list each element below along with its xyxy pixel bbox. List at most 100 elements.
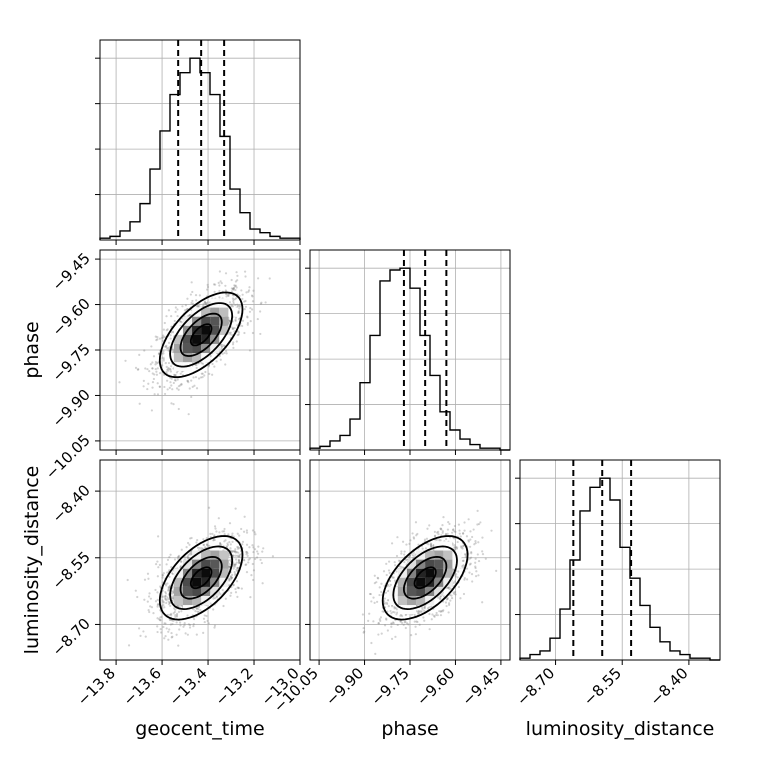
sample-point: [167, 366, 170, 370]
sample-point: [448, 587, 451, 591]
sample-point: [182, 625, 185, 628]
sample-point: [388, 579, 392, 583]
scatter-panel-luminosity_distance-vs-phase: −10.05 −9.90 −9.75 −9.60 −9.45: [270, 459, 511, 716]
sample-point: [156, 630, 159, 634]
sample-point: [234, 280, 238, 283]
sample-point: [197, 607, 200, 611]
sample-point: [248, 349, 252, 352]
sample-point: [241, 543, 244, 546]
sample-point: [162, 604, 165, 607]
sample-point: [386, 589, 390, 593]
sample-point: [211, 362, 214, 366]
sample-point: [146, 368, 149, 371]
sample-point: [199, 609, 202, 612]
sample-point: [212, 539, 215, 542]
sample-point: [237, 551, 240, 554]
sample-point: [159, 585, 162, 588]
sample-point: [226, 294, 230, 297]
sample-point: [373, 574, 376, 577]
sample-point: [173, 374, 176, 377]
sample-point: [377, 577, 380, 580]
sample-point: [426, 607, 430, 610]
sample-point: [195, 541, 198, 544]
sample-point: [171, 572, 174, 575]
sample-point: [260, 301, 263, 304]
contour-line: [392, 545, 458, 611]
sample-point: [154, 360, 158, 364]
sample-point: [495, 569, 498, 572]
sample-point: [394, 564, 397, 567]
sample-point: [173, 558, 177, 561]
sample-point: [179, 565, 182, 568]
sample-point: [198, 294, 201, 297]
sample-point: [396, 623, 399, 627]
sample-point: [224, 597, 227, 600]
sample-point: [192, 623, 195, 626]
sample-point: [243, 308, 246, 311]
sample-point: [228, 562, 231, 566]
density-cell: [201, 568, 211, 578]
sample-point: [167, 603, 171, 606]
sample-point: [167, 368, 170, 371]
sample-point: [184, 304, 187, 307]
sample-point: [149, 363, 152, 366]
sample-point: [235, 561, 238, 564]
density-cell: [425, 568, 435, 578]
sample-point: [165, 344, 168, 347]
sample-point: [436, 531, 439, 534]
sample-point: [162, 357, 166, 360]
sample-point: [232, 565, 235, 568]
sample-point: [233, 327, 236, 330]
sample-point: [231, 305, 234, 308]
sample-point: [175, 621, 178, 624]
sample-point: [462, 592, 466, 596]
sample-point: [447, 611, 450, 614]
sample-point: [414, 633, 417, 636]
sample-point: [195, 387, 199, 390]
sample-point: [454, 593, 457, 596]
sample-point: [437, 530, 440, 533]
sample-point: [250, 574, 253, 577]
sample-point: [452, 591, 455, 594]
sample-point: [257, 277, 260, 280]
sample-point: [228, 320, 231, 323]
sample-point: [243, 270, 247, 273]
sample-point: [156, 393, 160, 396]
sample-point: [453, 530, 456, 533]
density-cell: [228, 307, 238, 317]
density-cell: [182, 343, 193, 354]
sample-point: [213, 365, 216, 368]
sample-point: [415, 620, 418, 623]
sample-point: [176, 612, 179, 616]
sample-point: [446, 532, 449, 535]
sample-point: [168, 367, 171, 371]
sample-point: [187, 413, 190, 416]
sample-point: [454, 530, 457, 533]
sample-point: [222, 530, 226, 533]
sample-point: [160, 595, 163, 599]
sample-point: [162, 328, 165, 331]
sample-point: [232, 300, 235, 303]
sample-point: [183, 623, 186, 627]
sample-point: [250, 294, 254, 297]
sample-point: [219, 593, 222, 596]
sample-point: [252, 289, 255, 292]
sample-point: [213, 626, 216, 629]
sample-point: [235, 580, 239, 583]
sample-point: [418, 611, 421, 614]
sample-point: [186, 633, 189, 636]
sample-point: [395, 554, 399, 558]
sample-point: [439, 527, 442, 530]
histogram-step-geocent_time: [99, 57, 301, 240]
sample-point: [232, 298, 235, 301]
sample-point: [164, 635, 167, 638]
sample-point: [387, 583, 390, 587]
sample-point: [200, 547, 203, 550]
sample-point: [229, 333, 232, 336]
sample-point: [227, 583, 231, 587]
sample-point: [233, 550, 236, 553]
sample-point: [206, 301, 209, 304]
sample-point: [161, 339, 165, 342]
sample-point: [420, 610, 423, 613]
sample-point: [197, 610, 200, 613]
